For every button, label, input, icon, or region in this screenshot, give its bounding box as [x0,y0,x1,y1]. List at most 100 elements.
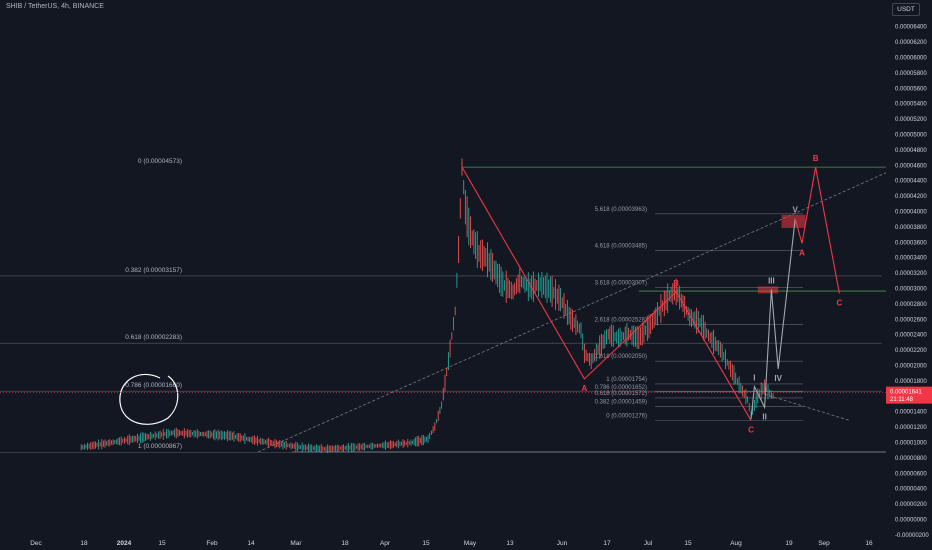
time-tick-label: Jun [557,540,568,547]
time-tick-label: Dec [30,540,42,547]
fib-extension-label: 0 (0.00001276) [606,414,647,420]
fib-extension-label: 0.382 (0.00001459) [595,400,647,406]
time-tick-label: Mar [290,540,302,547]
price-tick-label: 0.00000400 [895,487,927,493]
price-tick-label: 0.00000800 [895,456,927,462]
impulse-wave-path [750,218,796,419]
target-zone [781,214,806,228]
impulse-wave-label: III [768,277,775,286]
time-tick-label: 19 [785,540,793,547]
fib-extension-label: 2.618 (0.00002528) [595,317,647,323]
impulse-wave-label: V [793,206,799,215]
price-tick-label: 0.00006000 [895,56,927,62]
time-tick-label: 14 [247,540,255,547]
time-tick-label: Apr [380,540,391,547]
fib-extension-label: 1 (0.00001754) [606,377,647,383]
projection-abc-path [794,167,840,294]
trendline [257,164,905,453]
price-tick-label: 0.00001400 [895,410,927,416]
price-tick-label: 0.00003800 [895,225,927,231]
symbol-title[interactable]: SHIB / TetherUS, 4h, BINANCE [6,3,104,10]
time-tick-label: 15 [158,540,166,547]
time-tick-label: 13 [506,540,514,547]
time-tick-label: Sep [818,540,830,547]
price-tick-label: 0.00006400 [895,25,927,31]
fib-level-label: 0.786 (0.00001660) [125,382,182,389]
wave-abc-path [461,166,752,421]
fib-extension-label: 1.618 (0.00002050) [595,354,647,360]
price-tick-label: 0.00000000 [895,518,927,524]
current-price-label: 0.00001641 [890,390,922,396]
price-tick-label: 0.00000200 [895,502,927,508]
price-tick-label: 0.00001200 [895,425,927,431]
wave-abc-label: C [748,425,754,434]
price-tick-label: 0.00004400 [895,179,927,185]
impulse-wave-label: II [762,412,766,421]
projection-abc-label: C [837,298,843,307]
price-tick-label: 0.00002800 [895,302,927,308]
price-tick-label: 0.00006200 [895,40,927,46]
price-tick-label: 0.00002600 [895,317,927,323]
price-tick-label: -0.00000200 [895,533,929,539]
wave-abc-label: A [582,384,588,393]
target-zones [757,214,806,294]
time-tick-label: Jul [644,540,653,547]
price-tick-label: 0.00000600 [895,471,927,477]
fib-level-label: 1 (0.00000867) [138,443,182,450]
price-tick-label: 0.00004600 [895,163,927,169]
highlight-circle-stroke [119,373,179,425]
time-tick-label: 2024 [117,540,132,547]
time-tick-label: Feb [206,540,218,547]
price-tick-label: 0.00003400 [895,256,927,262]
time-tick-label: May [464,540,477,547]
fib-level-label: 0.618 (0.00002283) [125,334,182,341]
price-tick-label: 0.00005000 [895,133,927,139]
price-tick-label: 0.00002400 [895,333,927,339]
fib-extension-label: 0.618 (0.00001572) [595,391,647,397]
time-tick-label: 17 [603,540,611,547]
price-tick-label: 0.00002000 [895,364,927,370]
price-tick-label: 0.00001000 [895,441,927,447]
fib-level-label: 0.382 (0.00003157) [125,267,182,274]
fib-retracement-left: 0 (0.00004573) 0.382 (0.00003157) 0.618 (0… [0,158,882,453]
fib-extension-label: 3.618 (0.00003007) [595,280,647,286]
price-tick-label: 0.00002200 [895,348,927,354]
fib-extension-label: 5.618 (0.00003963) [595,207,647,213]
price-tick-label: 0.00003200 [895,271,927,277]
time-tick-label: 18 [341,540,349,547]
price-tick-label: 0.00005800 [895,71,927,77]
price-tick-label: 0.00003600 [895,240,927,246]
time-axis[interactable]: Dec 18 2024 15 Feb 14 Mar 18 Apr 15 May 13 Jun 17 Jul 1… [30,540,873,547]
fib-extension-label: 0.786 (0.00001652) [595,385,647,391]
current-price-badge [886,386,932,404]
time-tick-label: Aug [730,540,742,547]
projection-abc-label: A [799,248,805,257]
wave-abc-label: B [673,279,679,288]
countdown-label: 21:11:48 [890,397,914,403]
price-axis-bg [886,0,932,550]
price-tick-label: 0.00004800 [895,148,927,154]
impulse-wave-label: I [753,374,755,383]
price-series [80,158,774,454]
price-tick-label: 0.00005400 [895,102,927,108]
trendlines [257,164,905,453]
fib-level-label: 0 (0.00004573) [138,158,182,165]
price-tick-label: 0.00003000 [895,287,927,293]
fib-extension-label: 4.618 (0.00003485) [595,244,647,250]
time-tick-label: 16 [865,540,873,547]
price-axis[interactable]: -0.00000200 0.00000000 0.00000200 0.0000040… [886,0,932,550]
price-tick-label: 0.00005200 [895,117,927,123]
price-tick-label: 0.00004200 [895,194,927,200]
time-tick-label: 15 [422,540,430,547]
time-tick-label: 15 [684,540,692,547]
highlight-circle [119,373,179,425]
currency-badge[interactable]: USDT [892,3,920,16]
impulse-wave-label: IV [774,374,782,383]
fib-extension-right: 5.618 (0.00003963) 4.618 (0.00003485) 3.61… [595,207,803,422]
price-tick-label: 0.00005600 [895,86,927,92]
projection-abc-label: B [813,154,819,163]
